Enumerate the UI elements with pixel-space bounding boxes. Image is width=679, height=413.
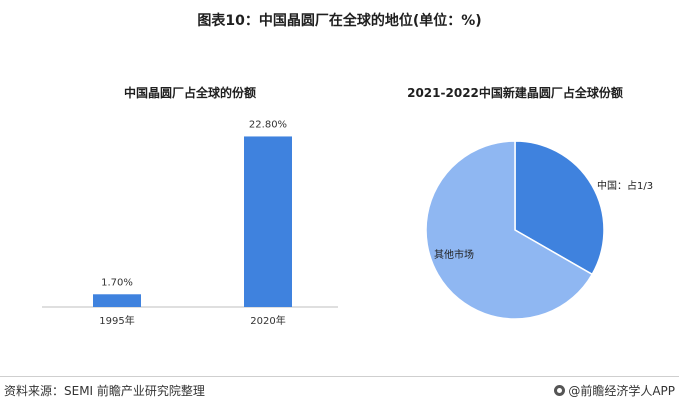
pie-label-1: 其他市场 — [434, 248, 474, 261]
brand-logo-icon — [554, 385, 566, 396]
pie-label-0: 中国：占1/3 — [597, 179, 653, 192]
x-tick-label-0: 1995年 — [99, 314, 134, 327]
pie-chart-title: 2021-2022中国新建晶圆厂占全球份额 — [407, 85, 623, 100]
bar-1 — [244, 136, 292, 307]
source-note: 资料来源：SEMI 前瞻产业研究院整理 — [4, 384, 205, 398]
x-tick-label-1: 2020年 — [250, 314, 285, 327]
footer-divider — [0, 376, 679, 377]
brand-mark: @前瞻经济学人APP — [554, 382, 675, 399]
bar-0 — [93, 294, 141, 307]
pie-slice-1 — [425, 140, 594, 320]
bar-value-label-1: 22.80% — [249, 119, 287, 130]
bar-value-label-0: 1.70% — [101, 277, 133, 288]
brand-text: @前瞻经济学人APP — [568, 384, 675, 398]
bar-chart-title: 中国晶圆厂占全球的份额 — [124, 85, 256, 100]
bar-chart: 中国晶圆厂占全球的份额 1.70% 1995年 22.80% 2020年 — [42, 85, 338, 327]
figure-title: 图表10：中国晶圆厂在全球的地位(单位：%) — [197, 13, 482, 29]
pie-chart: 2021-2022中国新建晶圆厂占全球份额 中国：占1/3 其他市场 — [407, 85, 653, 320]
pie-slice-0 — [514, 140, 605, 276]
